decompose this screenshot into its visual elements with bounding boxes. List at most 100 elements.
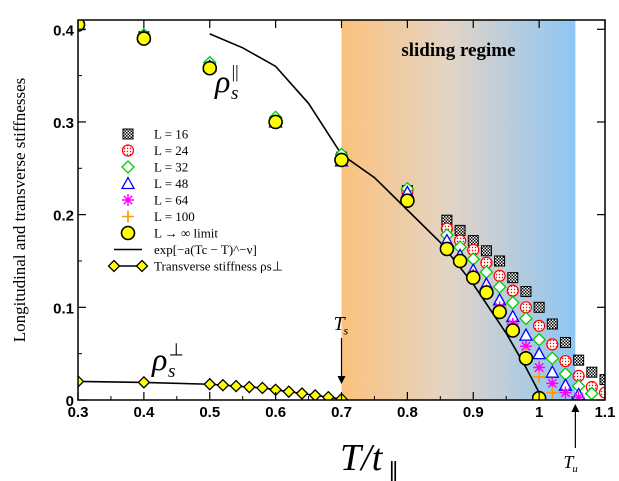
point-trans [295,387,309,400]
legend-label: L = 64 [154,193,189,208]
point-linf [492,304,507,320]
point-trans [256,381,269,395]
x-tick-label: 0.7 [331,404,352,421]
svg-text:u: u [572,463,578,475]
y-tick-label: 0.1 [53,300,74,317]
plot-area [78,20,605,400]
point-linf [505,323,521,338]
x-tick-label: 1 [535,404,543,421]
legend-label: L = 16 [154,127,189,142]
x-axis-title: T/t ∥ [340,437,399,481]
legend-label: Transverse stiffness ρs⊥ [154,259,283,274]
legend-entry-l32: L = 32 [121,160,188,175]
point-l64 [533,361,546,374]
point-l24 [519,301,533,314]
legend-marker [135,259,149,273]
legend-marker [120,225,136,241]
legend-entry-trans: Transverse stiffness ρs⊥ [107,259,283,274]
point-linf [136,31,152,46]
y-tick-label: 0.3 [53,115,74,132]
point-linf [78,20,86,32]
svg-text:∥: ∥ [388,458,399,481]
legend-label: L = 32 [154,160,188,175]
legend-entry-l100: L = 100 [122,209,195,224]
legend-entry-l24: L = 24 [121,143,189,158]
point-trans [282,385,296,399]
y-tick-label: 0.4 [53,22,75,39]
fit-curve-line [209,33,540,393]
point-trans [229,379,243,393]
point-l100 [533,370,546,383]
legend-label: exp[−a(Tc − T)^−ν] [154,242,257,257]
point-l24 [533,319,546,332]
legend-label: L → ∞ limit [154,226,218,241]
point-linf [202,60,218,76]
Tu-arrow-head [571,404,580,412]
point-l100 [546,386,559,399]
svg-text:ρ: ρ [214,63,230,99]
legend-marker [121,160,135,174]
point-linf [518,350,534,366]
point-l16 [507,272,519,284]
point-l24 [559,354,572,368]
point-trans [321,390,335,400]
point-linf [439,241,455,257]
svg-text:s: s [231,83,238,104]
point-l16 [533,301,545,313]
x-tick-label: 0.3 [68,404,89,421]
legend-marker [122,194,134,206]
Ts-label: Ts [334,313,349,337]
point-l24 [506,284,519,297]
svg-text:ρ: ρ [151,341,167,377]
point-trans [242,380,256,394]
legend-label: L = 24 [154,143,189,158]
x-tick-label: 1.1 [595,404,616,421]
svg-text:T/t: T/t [340,437,384,479]
point-linf [400,193,415,209]
rho-parallel-label: ρ ||s [214,62,239,104]
point-trans [308,388,322,400]
point-l24 [598,386,605,399]
svg-text:s: s [344,323,349,337]
legend-entry-fit: exp[−a(Tc − T)^−ν] [114,242,257,257]
legend-marker [107,259,121,273]
point-l16 [573,354,585,366]
point-l16 [494,255,506,267]
sliding-regime-label: sliding regime [401,40,515,61]
point-l32 [545,351,560,366]
legend-label: L = 48 [154,176,188,191]
point-trans [78,375,85,388]
point-linf [334,152,349,168]
point-l16 [546,318,558,330]
point-l24 [493,269,506,282]
point-l16 [586,366,598,378]
Tu-label: Tu [563,452,578,475]
y-tick-label: 0.2 [53,208,74,225]
point-l24 [546,338,559,351]
Ts-arrow-head [337,376,346,384]
point-l48 [545,364,560,378]
point-linf [465,270,481,285]
svg-text:⊥: ⊥ [169,340,184,360]
point-linf [452,253,468,269]
legend-entry-linf: L → ∞ limit [120,225,218,241]
point-l16 [520,286,532,298]
svg-text:s: s [168,361,175,382]
y-axis-title: Longitudinal and transverse stiffnesses [10,78,29,343]
point-l16 [599,374,605,386]
y-tick-label: 0 [66,393,74,410]
point-l32 [532,332,547,347]
x-tick-label: 0.8 [397,404,418,421]
rho-perp-label: ρ ⊥s [151,340,184,382]
point-trans [203,377,217,391]
svg-text:T: T [334,313,347,335]
point-l16 [480,245,492,257]
point-trans [137,375,151,389]
svg-text:||: || [232,62,239,82]
point-l48 [518,327,534,341]
x-tick-label: 0.9 [463,404,484,421]
x-tick-label: 0.4 [133,404,155,421]
point-l48 [532,346,547,360]
